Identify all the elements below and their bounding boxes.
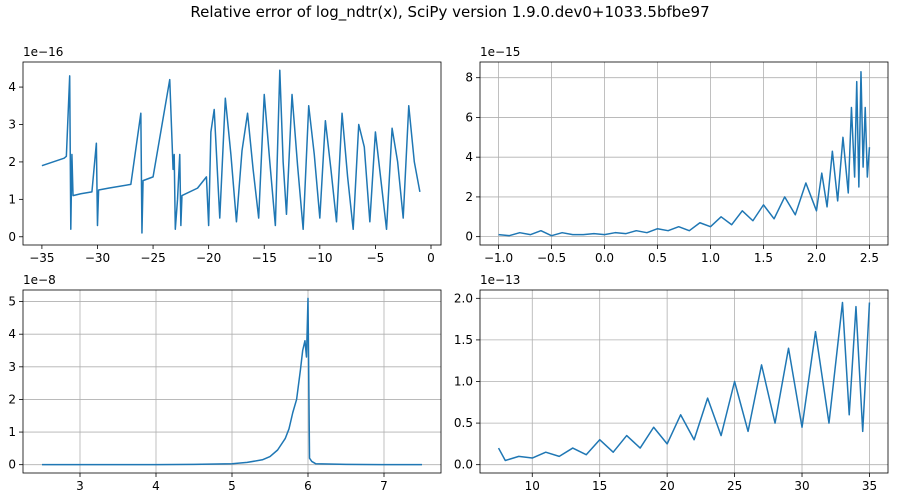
y-tick-label: 0 bbox=[8, 458, 16, 472]
x-tick-label: −0.5 bbox=[537, 251, 566, 265]
y-tick-label: 0.5 bbox=[454, 416, 473, 430]
x-tick-label: 35 bbox=[862, 479, 877, 493]
x-tick-label: −15 bbox=[252, 251, 277, 265]
y-tick-label: 1 bbox=[8, 192, 16, 206]
subplot-3: 3 4 5 6 7 0 1 2 3 4 5 1e−8 bbox=[8, 273, 442, 493]
x-tick-label: −1.0 bbox=[484, 251, 513, 265]
x-tick-label: 0.5 bbox=[648, 251, 667, 265]
x-tick-label: 4 bbox=[152, 479, 160, 493]
x-tick-label: 2.0 bbox=[807, 251, 826, 265]
y-tick-label: 1.5 bbox=[454, 333, 473, 347]
y-scale-label: 1e−13 bbox=[480, 273, 520, 287]
y-scale-label: 1e−8 bbox=[23, 273, 56, 287]
series-line-1 bbox=[497, 301, 871, 462]
y-tick-label: 2 bbox=[465, 190, 473, 204]
series-line-1 bbox=[42, 297, 422, 466]
series-line-1 bbox=[498, 70, 871, 237]
x-tick-label: −5 bbox=[367, 251, 385, 265]
x-tick-label: 1.0 bbox=[701, 251, 720, 265]
x-tick-label: 15 bbox=[592, 479, 607, 493]
x-tick-label: −30 bbox=[85, 251, 110, 265]
series-line-1 bbox=[41, 69, 421, 234]
y-tick-label: 4 bbox=[8, 327, 16, 341]
y-tick-label: 2 bbox=[8, 392, 16, 406]
x-tick-label: 25 bbox=[727, 479, 742, 493]
y-tick-label: 4 bbox=[8, 80, 16, 94]
y-tick-label: 4 bbox=[465, 150, 473, 164]
figure-suptitle: Relative error of log_ndtr(x), SciPy ver… bbox=[190, 3, 709, 22]
x-tick-label: 10 bbox=[525, 479, 540, 493]
y-tick-label: 8 bbox=[465, 71, 473, 85]
x-tick-label: 2.5 bbox=[860, 251, 879, 265]
x-tick-label: −35 bbox=[29, 251, 54, 265]
y-tick-label: 6 bbox=[465, 110, 473, 124]
x-tick-label: 5 bbox=[228, 479, 236, 493]
y-tick-label: 0 bbox=[8, 230, 16, 244]
y-tick-label: 2.0 bbox=[454, 291, 473, 305]
y-tick-label: 1.0 bbox=[454, 375, 473, 389]
x-tick-label: 7 bbox=[380, 479, 388, 493]
y-tick-label: 1 bbox=[8, 425, 16, 439]
axes-frame bbox=[479, 61, 889, 246]
y-tick-label: 0 bbox=[465, 230, 473, 244]
x-tick-label: 0 bbox=[427, 251, 435, 265]
x-tick-label: 20 bbox=[659, 479, 674, 493]
y-tick-label: 0.0 bbox=[454, 458, 473, 472]
x-tick-label: 6 bbox=[304, 479, 312, 493]
y-tick-label: 5 bbox=[8, 295, 16, 309]
x-tick-label: 0.0 bbox=[595, 251, 614, 265]
subplot-1: −35 −30 −25 −20 −15 −10 −5 0 0 1 2 3 4 1e−16 bbox=[8, 45, 442, 265]
y-tick-label: 3 bbox=[8, 360, 16, 374]
y-tick-label: 3 bbox=[8, 117, 16, 131]
x-tick-label: −20 bbox=[196, 251, 221, 265]
axes-frame bbox=[22, 61, 442, 246]
y-scale-label: 1e−15 bbox=[480, 45, 520, 59]
subplot-4: 10 15 20 25 30 35 0.0 0.5 1.0 1.5 2.0 1e−13 bbox=[454, 273, 889, 493]
subplot-2: −1.0 −0.5 0.0 0.5 1.0 1.5 2.0 2.5 0 2 4 6 8 1e−15 bbox=[465, 45, 889, 265]
x-tick-label: −25 bbox=[140, 251, 165, 265]
x-tick-label: −10 bbox=[307, 251, 332, 265]
y-scale-label: 1e−16 bbox=[23, 45, 63, 59]
x-tick-label: 1.5 bbox=[754, 251, 773, 265]
x-tick-label: 3 bbox=[76, 479, 84, 493]
y-tick-label: 2 bbox=[8, 155, 16, 169]
x-tick-label: 30 bbox=[794, 479, 809, 493]
